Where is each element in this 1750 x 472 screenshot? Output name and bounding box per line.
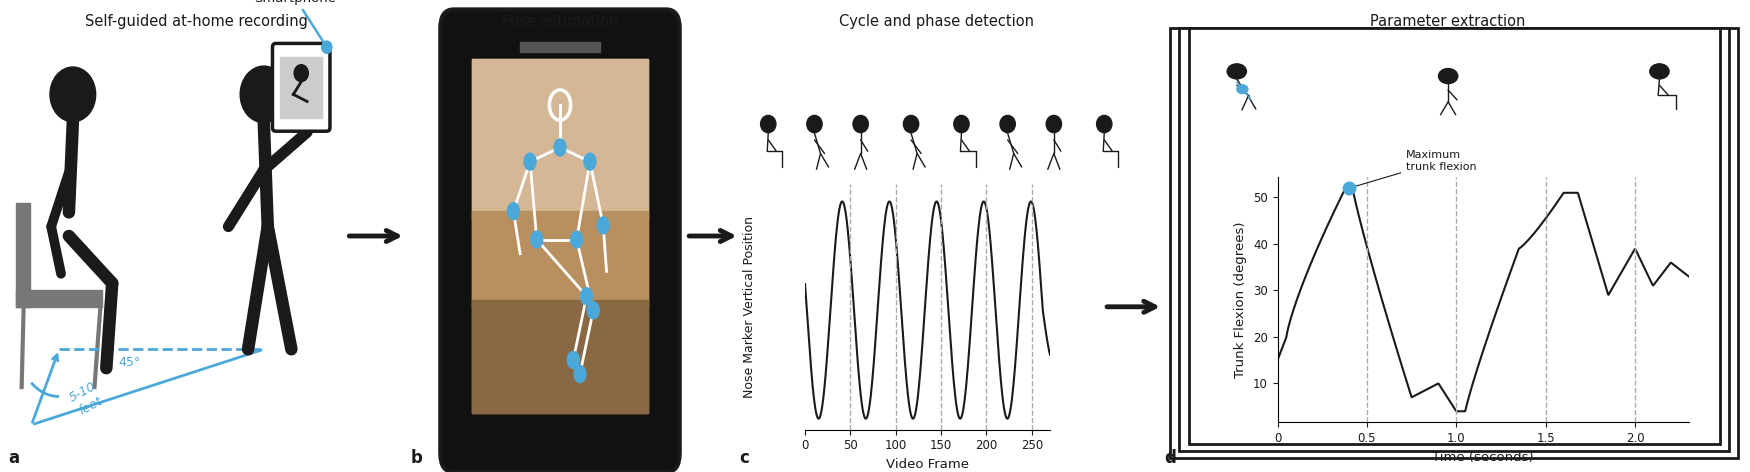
Circle shape — [523, 153, 536, 170]
Bar — [16, 203, 30, 307]
Text: c: c — [738, 448, 749, 466]
Circle shape — [1046, 116, 1062, 133]
Circle shape — [567, 351, 579, 368]
FancyBboxPatch shape — [441, 9, 679, 472]
Circle shape — [581, 287, 593, 305]
Circle shape — [51, 67, 96, 122]
Bar — [520, 42, 600, 52]
Circle shape — [954, 116, 970, 133]
Text: 45°: 45° — [119, 356, 142, 369]
Text: Maximum
trunk flexion: Maximum trunk flexion — [1351, 150, 1477, 187]
Text: Parameter extraction: Parameter extraction — [1370, 14, 1526, 29]
Y-axis label: Trunk Flexion (degrees): Trunk Flexion (degrees) — [1234, 221, 1248, 378]
X-axis label: Time (seconds): Time (seconds) — [1432, 451, 1535, 464]
Text: Pose estimation: Pose estimation — [502, 14, 618, 29]
Bar — [473, 211, 648, 307]
Circle shape — [322, 41, 332, 53]
Bar — [473, 59, 648, 413]
Bar — [1180, 28, 1729, 451]
Circle shape — [1227, 64, 1246, 79]
Bar — [473, 59, 648, 218]
Circle shape — [807, 116, 822, 133]
Circle shape — [570, 231, 583, 248]
Circle shape — [574, 365, 586, 382]
Circle shape — [1650, 64, 1670, 79]
Text: Nose Marker Vertical Position: Nose Marker Vertical Position — [742, 216, 756, 398]
Circle shape — [294, 65, 308, 82]
Circle shape — [903, 116, 919, 133]
Text: Cycle and phase detection: Cycle and phase detection — [838, 14, 1034, 29]
Text: a: a — [9, 448, 19, 466]
Circle shape — [761, 116, 775, 133]
Circle shape — [852, 116, 868, 133]
Circle shape — [240, 66, 287, 123]
Text: d: d — [1164, 448, 1176, 466]
Bar — [16, 290, 102, 307]
Circle shape — [1237, 85, 1248, 93]
Text: Smartphone: Smartphone — [254, 0, 336, 45]
Bar — [280, 57, 322, 118]
Text: 5-10
feet: 5-10 feet — [68, 380, 105, 418]
Circle shape — [597, 217, 609, 234]
Text: Self-guided at-home recording: Self-guided at-home recording — [86, 14, 308, 29]
Bar — [473, 300, 648, 413]
Bar — [1188, 28, 1720, 444]
Circle shape — [1097, 116, 1111, 133]
X-axis label: Video Frame: Video Frame — [886, 458, 970, 471]
Circle shape — [507, 203, 520, 220]
Circle shape — [1438, 68, 1458, 84]
Circle shape — [555, 139, 565, 156]
Circle shape — [588, 302, 598, 319]
Text: b: b — [410, 448, 422, 466]
FancyBboxPatch shape — [273, 43, 331, 131]
Circle shape — [530, 231, 542, 248]
Circle shape — [584, 153, 597, 170]
Circle shape — [999, 116, 1015, 133]
